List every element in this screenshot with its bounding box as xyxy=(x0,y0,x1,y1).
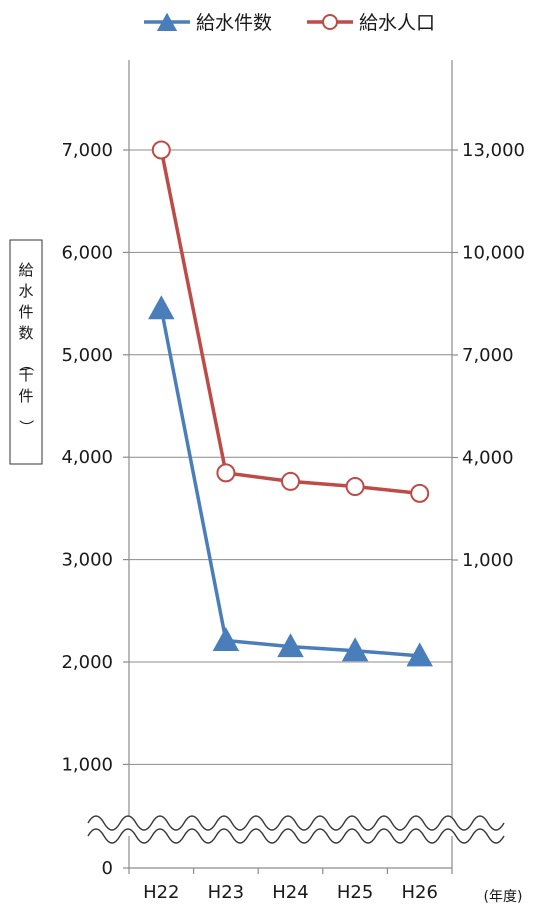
left-tick-label: 7,000 xyxy=(61,140,113,161)
y-axis-label-char: 数 xyxy=(18,324,33,342)
left-tick-label: 0 xyxy=(102,858,113,879)
tick-labels: 0 1,000 2,000 3,000 4,000 5,000 6,000 7,000 1,00… xyxy=(61,140,525,903)
x-tick-label: H26 xyxy=(401,882,437,903)
left-tick-label: 5,000 xyxy=(61,345,113,366)
y-axis-label-char: （ xyxy=(17,356,35,371)
y-axis-label-char: 件 xyxy=(18,387,33,405)
x-tick-label: H22 xyxy=(143,882,179,903)
axis-break-wave xyxy=(87,828,505,844)
y-axis-label-char: 件 xyxy=(18,303,33,321)
y-axis-label-frame xyxy=(9,239,43,465)
right-tick-label: 13,000 xyxy=(462,140,525,161)
axis-break-marks xyxy=(87,815,505,844)
left-tick-label: 3,000 xyxy=(61,550,113,571)
left-tick-label: 1,000 xyxy=(61,754,113,775)
data-point-circle xyxy=(345,477,365,497)
right-tick-label: 4,000 xyxy=(462,448,514,469)
series-line xyxy=(159,149,420,496)
data-point-triangle xyxy=(277,633,304,658)
data-point-triangle xyxy=(156,12,178,31)
legend-label: 給水人口 xyxy=(359,12,435,34)
x-tick-label: H23 xyxy=(208,882,244,903)
legend: 給水件数 給水人口 xyxy=(144,12,435,34)
y-axis-label-box: 給水件数（千件） xyxy=(9,239,43,465)
axis-break-wave xyxy=(87,815,505,831)
data-point-triangle xyxy=(341,637,369,662)
data-point-triangle xyxy=(148,295,175,320)
left-tick-label: 4,000 xyxy=(61,447,113,468)
data-point-circle xyxy=(281,471,300,491)
data-point-triangle xyxy=(406,642,433,667)
series-left xyxy=(148,295,433,667)
right-tick-label: 1,000 xyxy=(462,550,514,571)
x-tick-label: H25 xyxy=(337,882,373,903)
x-axis-unit-label: (年度) xyxy=(484,889,523,905)
right-tick-label: 10,000 xyxy=(462,243,525,264)
gridlines xyxy=(129,149,452,765)
y-axis-label-char: 給 xyxy=(18,261,33,279)
y-axis-label-char: 千 xyxy=(18,366,33,384)
x-tick-label: H24 xyxy=(272,882,308,903)
axes xyxy=(123,60,458,874)
y-axis-label-char: ） xyxy=(17,419,35,434)
left-tick-label: 2,000 xyxy=(61,652,113,673)
data-point-circle xyxy=(216,463,236,483)
data-point-triangle xyxy=(212,627,240,651)
series-right xyxy=(151,140,430,503)
data-point-circle xyxy=(410,483,430,503)
legend-marker xyxy=(322,14,338,30)
series-layer xyxy=(148,140,433,667)
data-point-circle xyxy=(151,140,171,160)
legend-label: 給水件数 xyxy=(196,12,272,34)
y-axis-label-char: 水 xyxy=(18,282,33,300)
right-tick-label: 7,000 xyxy=(462,345,514,366)
left-tick-label: 6,000 xyxy=(61,242,113,263)
